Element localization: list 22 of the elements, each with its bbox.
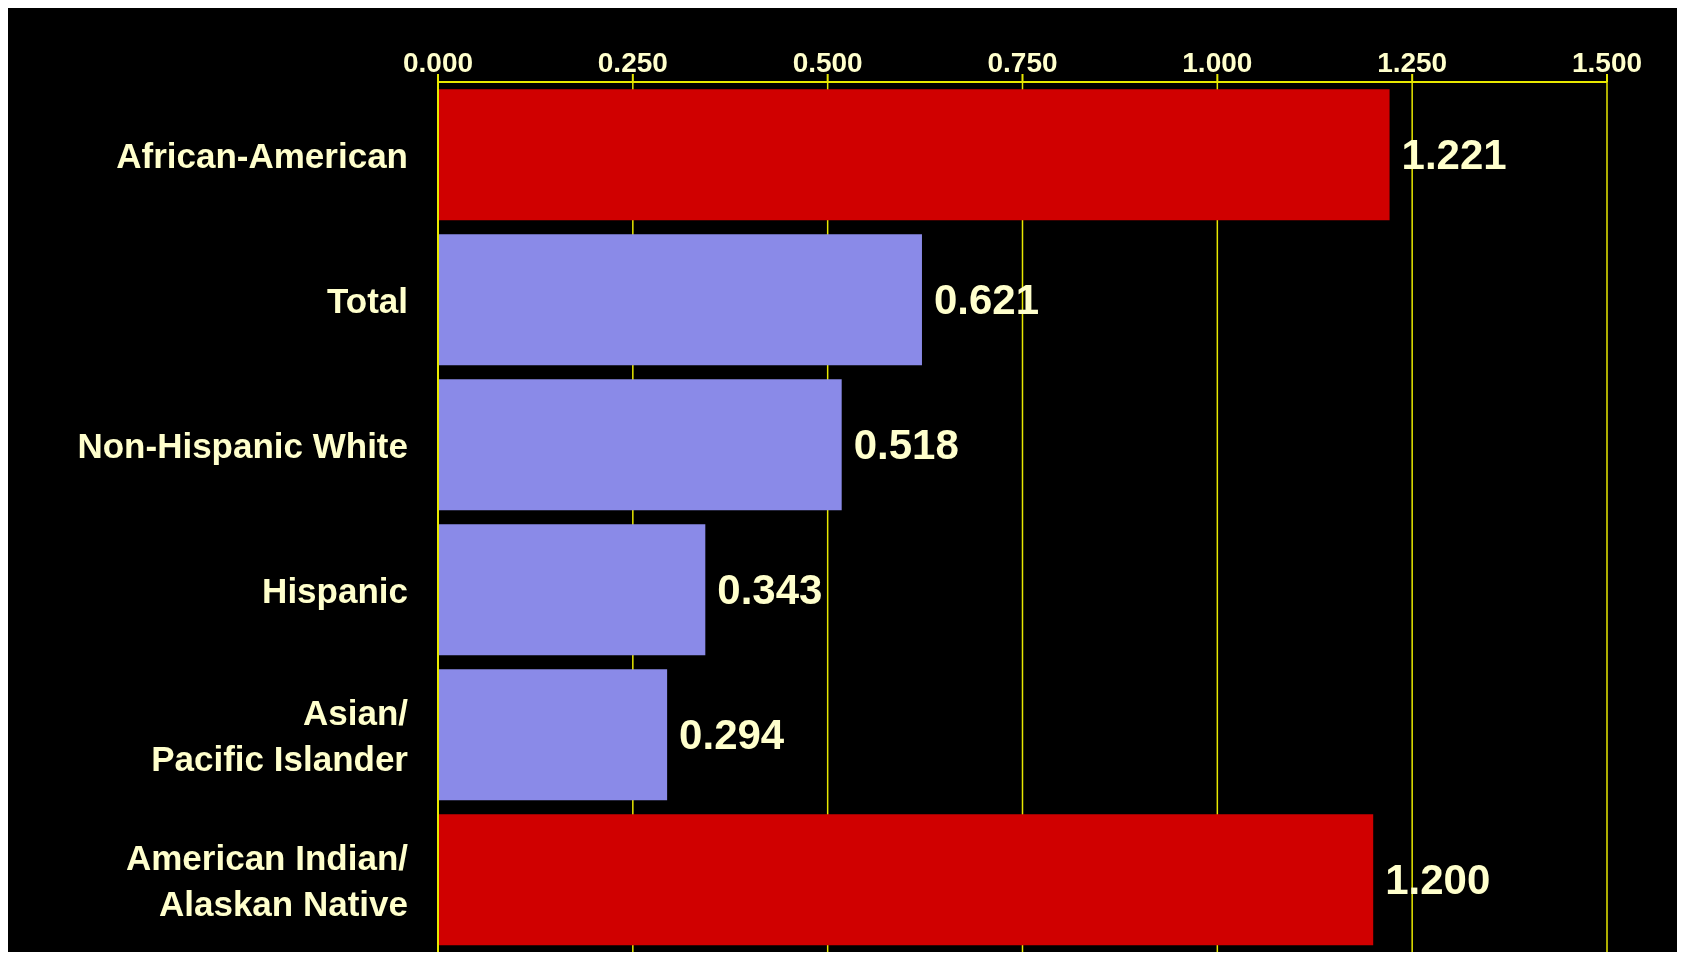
x-tick-label: 0.500	[792, 47, 863, 78]
data-label: 0.343	[717, 566, 823, 614]
y-tick-label: Total	[326, 280, 408, 319]
bar	[438, 89, 1390, 221]
bar	[438, 524, 706, 656]
y-tick-label: American Indian/ Alaskan Native	[125, 837, 409, 922]
data-label: 0.518	[853, 421, 959, 469]
x-tick-label: 1.000	[1182, 47, 1253, 78]
bar	[438, 669, 668, 801]
y-tick-label: Hispanic	[262, 570, 408, 609]
bar	[438, 379, 842, 511]
x-tick-label: 1.250	[1377, 47, 1448, 78]
x-tick-label: 0.250	[597, 47, 668, 78]
data-label: 0.294	[679, 711, 785, 759]
x-tick-label: 0.000	[402, 47, 474, 78]
x-tick-label: 1.500	[1571, 47, 1643, 78]
bar	[438, 234, 922, 366]
y-tick-label: African-American	[116, 135, 408, 174]
y-tick-label: Non-Hispanic White	[77, 425, 408, 464]
bar	[438, 814, 1374, 946]
x-tick-label: 0.750	[987, 47, 1058, 78]
y-tick-label: Asian/ Pacific Islander	[151, 692, 409, 777]
